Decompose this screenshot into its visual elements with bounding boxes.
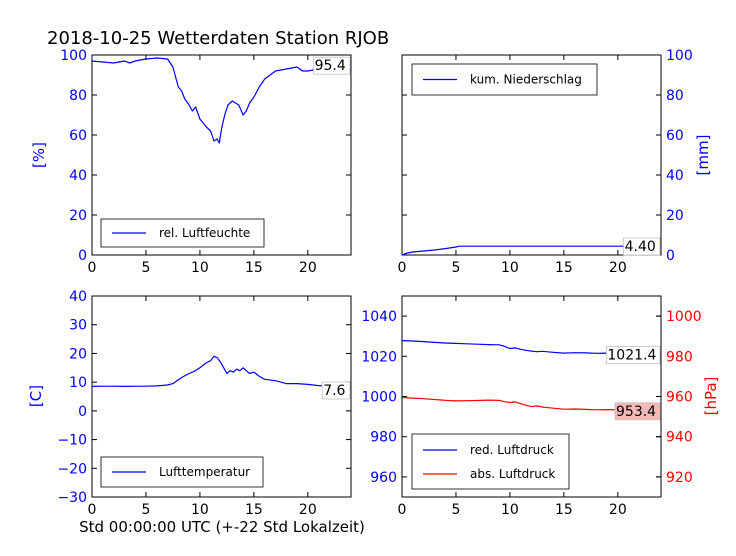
chart-panel-4: 0 5 10 15 20 960 980 1000 1020 1040 920 940 960 980 10… (361, 295, 720, 518)
y-right-tick-label: 960 (666, 390, 693, 406)
x-tick-label: 15 (555, 260, 573, 276)
figure-title: 2018-10-25 Wetterdaten Station RJOB (47, 28, 389, 49)
y-right-tick-label: 920 (666, 470, 693, 486)
series-line (401, 396, 661, 411)
y-tick-label: 60 (69, 128, 87, 144)
figure-xlabel: Std 00:00:00 UTC (+-22 Std Lokalzeit) (79, 518, 365, 536)
last-value-label: 953.4 (616, 404, 656, 420)
y-tick-label: 0 (78, 248, 87, 264)
y-tick-label: 30 (69, 318, 87, 334)
x-tick-label: 0 (398, 502, 407, 518)
last-value-label: 7.6 (323, 383, 345, 399)
y-tick-label: 20 (666, 208, 684, 224)
x-tick-label: 5 (451, 502, 460, 518)
y-tick-label: 980 (370, 430, 397, 446)
plot-frame (91, 54, 352, 256)
legend-label: rel. Luftfeuchte (159, 226, 250, 240)
x-tick-label: 10 (501, 260, 519, 276)
y-axis-label: [mm] (694, 135, 712, 176)
y-tick-label: 40 (69, 289, 87, 305)
x-tick-label: 20 (299, 502, 317, 518)
last-value-box (614, 402, 661, 421)
x-tick-label: 20 (609, 502, 627, 518)
y-tick-label: 1020 (361, 349, 397, 365)
legend-box (411, 433, 570, 490)
y-axis-label: [C] (27, 385, 45, 407)
y-tick-label: 1040 (361, 309, 397, 325)
x-tick-label: 5 (141, 502, 150, 518)
legend-label: Lufttemperatur (159, 465, 250, 479)
plot-frame (401, 54, 662, 256)
y-tick-label: 0 (666, 248, 675, 264)
x-tick-label: 5 (451, 260, 460, 276)
x-tick-label: 20 (609, 260, 627, 276)
y-tick-label: 20 (69, 346, 87, 362)
y-tick-label: 10 (69, 375, 87, 391)
last-value-box (623, 237, 661, 256)
x-tick-label: 5 (141, 260, 150, 276)
last-value-label: 1021.4 (607, 347, 656, 363)
x-tick-label: 10 (191, 502, 209, 518)
y-tick-label: 1000 (361, 390, 397, 406)
x-tick-label: 20 (299, 260, 317, 276)
x-tick-label: 10 (501, 502, 519, 518)
y-axis-label: [%] (30, 142, 48, 168)
legend-label: kum. Niederschlag (470, 73, 582, 87)
x-tick-label: 15 (555, 502, 573, 518)
x-tick-label: 0 (398, 260, 407, 276)
last-value-label: 95.4 (315, 58, 346, 74)
series-line (401, 245, 661, 256)
y-tick-label: 100 (60, 48, 87, 64)
y-tick-label: −30 (57, 490, 87, 506)
x-tick-label: 10 (191, 260, 209, 276)
last-value-label: 4.40 (625, 239, 656, 255)
y-right-tick-label: 1000 (666, 309, 702, 325)
y-tick-label: 0 (78, 404, 87, 420)
y-right-tick-label: 940 (666, 430, 693, 446)
plot-frame (91, 295, 352, 498)
y-tick-label: 80 (666, 88, 684, 104)
legend-label: red. Luftdruck (470, 443, 554, 457)
x-tick-label: 0 (88, 502, 97, 518)
y-axis-label: [hPa] (702, 377, 720, 416)
chart-panel-1: 0 5 10 15 20 0 20 40 60 80 100 [%] 95.4 rel. Luftfeuc… (30, 48, 352, 276)
y-tick-label: 100 (666, 48, 693, 64)
y-tick-label: −20 (57, 461, 87, 477)
y-tick-label: 60 (666, 128, 684, 144)
last-value-box (321, 381, 351, 400)
y-right-tick-label: 980 (666, 349, 693, 365)
x-tick-label: 15 (245, 502, 263, 518)
y-tick-label: 80 (69, 88, 87, 104)
x-tick-label: 0 (88, 260, 97, 276)
chart-panel-3: 0 5 10 15 20 −30 −20 −10 0 10 20 30 40 [C] 7.6 Lufttemp… (27, 289, 352, 518)
series-line (91, 355, 352, 390)
y-tick-label: −10 (57, 433, 87, 449)
y-tick-label: 40 (666, 168, 684, 184)
series-line (91, 57, 352, 144)
x-tick-label: 15 (245, 260, 263, 276)
chart-panel-2: 0 5 10 15 20 0 20 40 60 80 100 [mm] 4.40 kum. Nieders… (398, 48, 712, 276)
y-tick-label: 960 (370, 470, 397, 486)
legend-label: abs. Luftdruck (470, 467, 555, 481)
last-value-box (313, 56, 351, 75)
y-tick-label: 20 (69, 208, 87, 224)
last-value-box (606, 346, 661, 364)
y-tick-label: 40 (69, 168, 87, 184)
